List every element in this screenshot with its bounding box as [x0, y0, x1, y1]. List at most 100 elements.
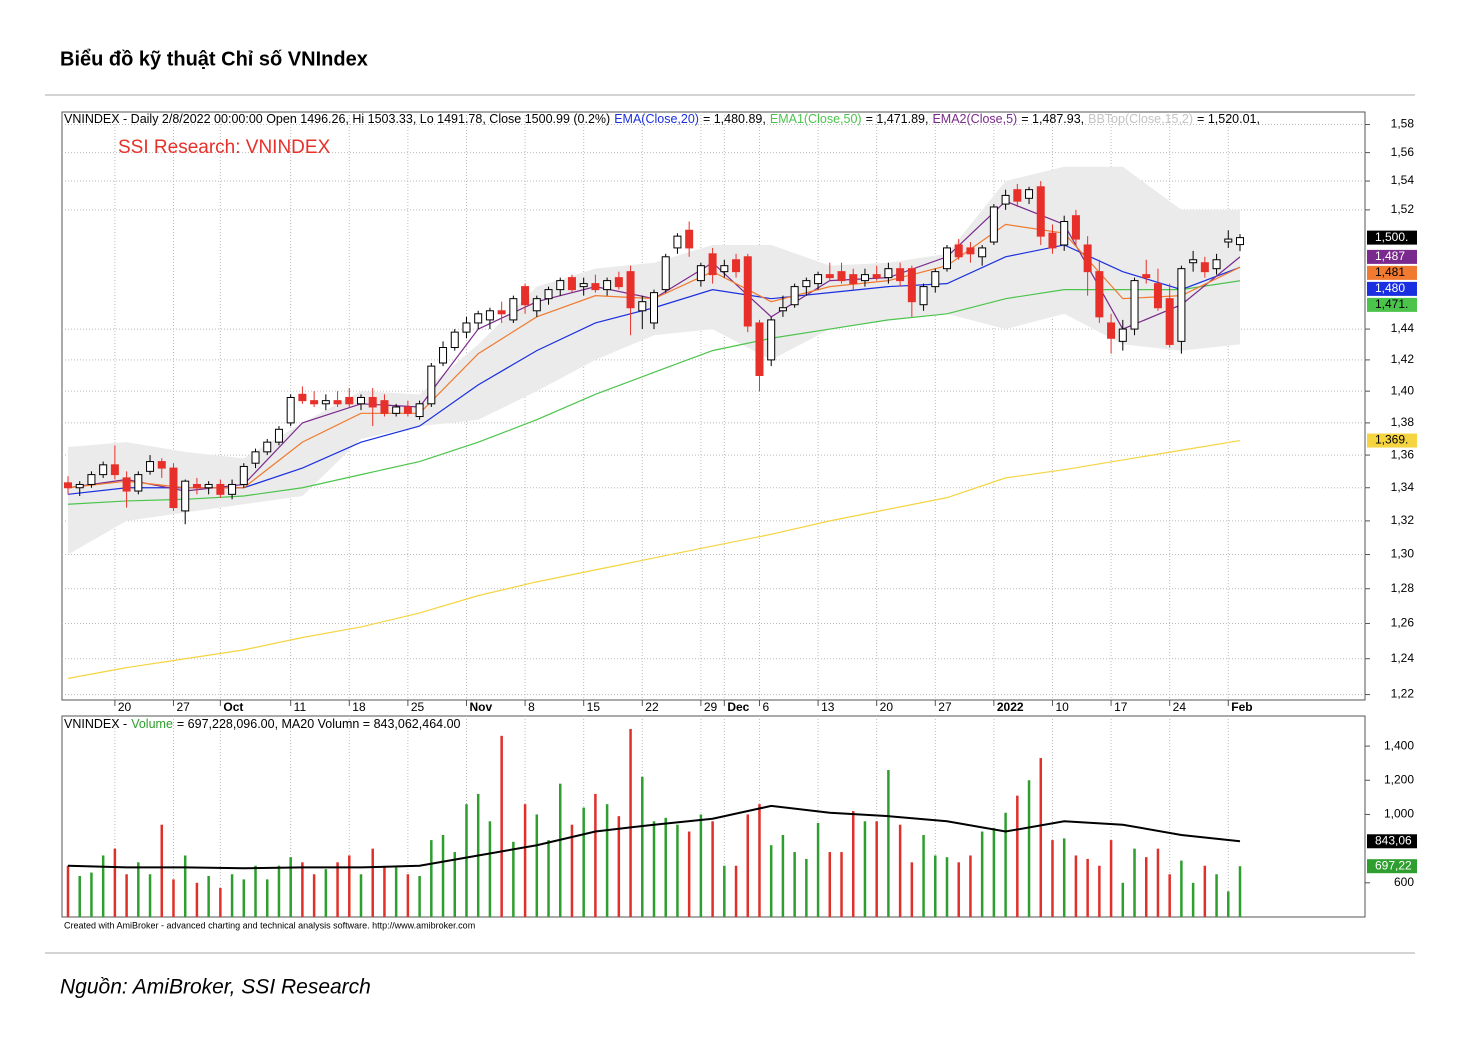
candle-body	[87, 474, 96, 485]
candle-body	[591, 283, 600, 291]
volume-bar	[1004, 812, 1007, 917]
candle-body	[1165, 298, 1174, 345]
candle-body	[673, 235, 682, 249]
candle-body	[755, 322, 764, 376]
candle-body	[286, 396, 295, 424]
volume-bar	[394, 867, 398, 917]
value-tag-label: 1,481	[1375, 265, 1405, 279]
candle-body	[64, 482, 72, 489]
legend-value: = 1,520.01,	[1197, 112, 1260, 126]
x-tick-label: 29	[704, 700, 718, 714]
y-tick-label: 1,200	[1384, 772, 1414, 786]
volume-bar	[922, 834, 925, 917]
volume-bar	[512, 841, 515, 917]
y-tick-label: 1,38	[1391, 415, 1415, 429]
price-frame	[61, 111, 1366, 701]
x-tick-label: 6	[762, 700, 769, 714]
y-tick-label: 1,54	[1391, 173, 1415, 187]
volume-bar	[406, 874, 410, 917]
volume-bar	[265, 879, 269, 917]
volume-bar	[641, 776, 644, 917]
volume-bar	[183, 855, 187, 917]
y-tick-label: 1,44	[1391, 321, 1415, 335]
volume-bar	[207, 875, 210, 917]
volume-bar	[453, 852, 457, 917]
candle-body	[1095, 271, 1104, 318]
header-text: VNINDEX - Daily 2/8/2022 00:00:00 Open 1…	[64, 112, 610, 126]
candle-body	[310, 400, 319, 405]
volume-bar	[160, 824, 164, 917]
volume-bar	[711, 821, 714, 917]
volume-bar	[816, 822, 820, 917]
volume-bar	[371, 848, 374, 917]
candle-body	[157, 461, 166, 469]
credit: Created with AmiBroker - advanced charti…	[64, 920, 475, 930]
candle-body	[1130, 280, 1139, 330]
candle-body	[122, 477, 131, 492]
candle-body	[357, 396, 365, 405]
candle-body	[603, 280, 612, 291]
volume-bar	[78, 875, 81, 917]
candle-body	[1083, 244, 1092, 273]
volume-bar	[336, 862, 339, 917]
volume-bar	[1074, 855, 1078, 917]
chart-header: VNINDEX - Daily 2/8/2022 00:00:00 Open 1…	[64, 112, 1260, 126]
value-tag	[1367, 859, 1417, 874]
candle-body	[989, 206, 998, 243]
watermark: SSI Research: VNINDEX	[118, 137, 331, 158]
volume-bar	[1062, 838, 1066, 917]
value-tag	[1367, 249, 1417, 264]
candle-body	[333, 400, 342, 405]
candle-body	[708, 253, 717, 276]
volume-bar	[898, 824, 902, 917]
value-tag-label: 1,500.	[1375, 230, 1408, 244]
candle-body	[1013, 189, 1022, 202]
candle-body	[778, 307, 787, 312]
candle-body	[1001, 194, 1010, 205]
candle-body	[1200, 262, 1209, 273]
header-text: VNINDEX -	[64, 717, 127, 731]
y-tick-label: 1,58	[1391, 117, 1415, 131]
legend-entry: EMA1(Close,50)	[770, 112, 862, 126]
y-tick-label: 1,22	[1391, 687, 1415, 701]
volume-bar	[1109, 840, 1113, 917]
legend-entry: BBTop(Close,15,2)	[1088, 112, 1193, 126]
volume-bar	[605, 804, 609, 917]
volume-bar	[301, 862, 304, 917]
x-tick-label: Oct	[223, 700, 243, 714]
volume-bar	[570, 824, 574, 917]
x-tick-label: Nov	[469, 700, 492, 714]
y-tick-label: 1,40	[1391, 383, 1415, 397]
y-tick-label: 1,36	[1391, 447, 1415, 461]
volume-bar	[687, 831, 691, 917]
y-tick-label: 1,52	[1391, 202, 1415, 216]
candle-body	[427, 365, 436, 405]
volume-bar	[523, 804, 527, 917]
x-tick-label: Feb	[1231, 700, 1252, 714]
candle-body	[896, 268, 905, 282]
volume-bar	[242, 879, 246, 917]
candle-body	[439, 347, 448, 364]
candle-body	[1189, 259, 1198, 264]
volume-bar	[90, 872, 93, 917]
candle-body	[192, 483, 201, 489]
candle-body	[825, 274, 834, 279]
candle-body	[474, 313, 483, 324]
volume-bar	[500, 735, 503, 917]
volume-bar	[934, 855, 937, 917]
volume-bar	[1039, 758, 1043, 917]
candle-body	[1212, 259, 1221, 270]
candle-body	[134, 474, 143, 492]
candle-body	[450, 331, 459, 349]
value-tag	[1367, 265, 1417, 280]
volume-bar	[1016, 795, 1019, 917]
volume-bar	[359, 874, 363, 917]
volume-bar	[793, 852, 796, 917]
value-tag-label: 697,22	[1375, 858, 1412, 872]
candle-body	[532, 298, 541, 312]
y-tick-label: 1,400	[1384, 738, 1414, 752]
volume-bar	[1086, 858, 1089, 917]
candle-body	[743, 256, 752, 327]
volume-bar	[535, 814, 539, 917]
value-tag	[1367, 433, 1417, 448]
